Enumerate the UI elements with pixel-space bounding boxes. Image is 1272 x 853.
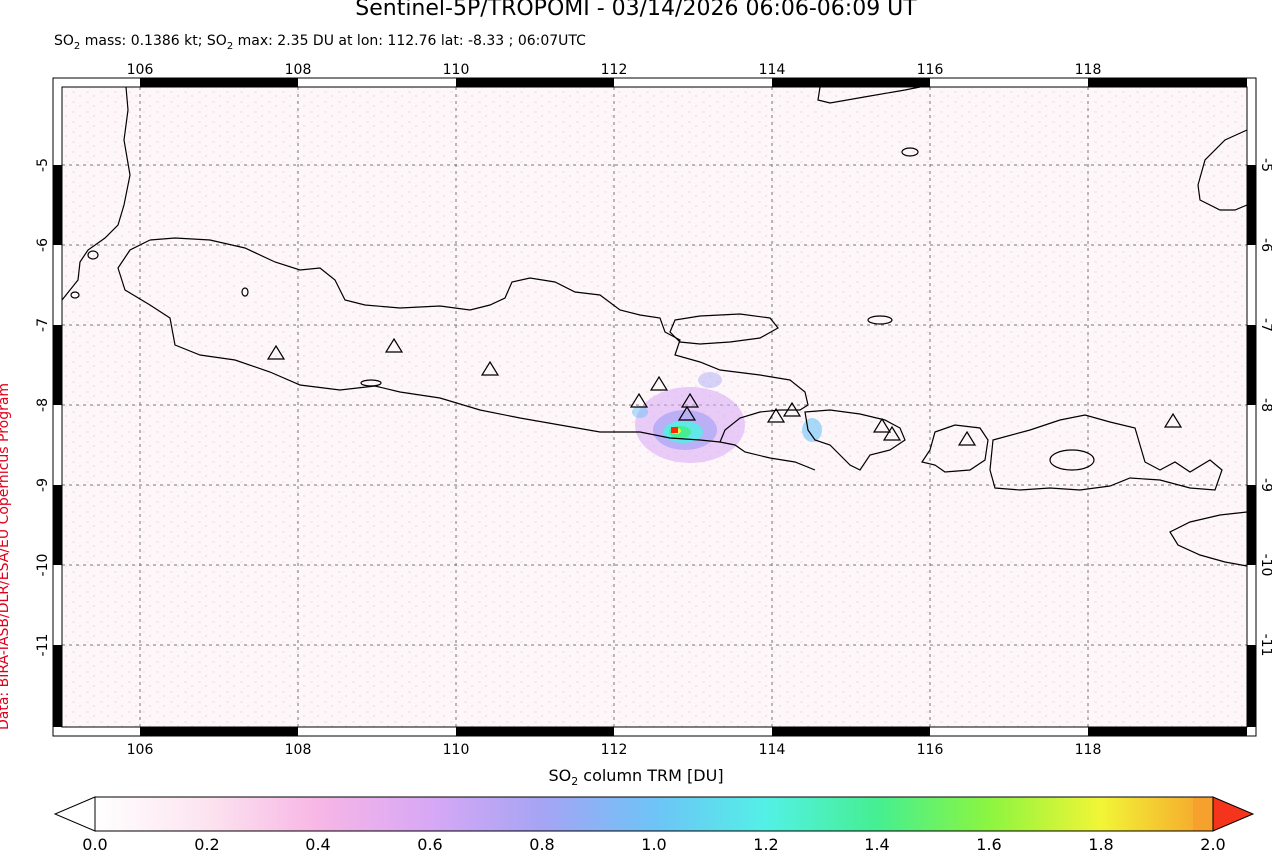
- frame-bars: [53, 78, 1256, 736]
- triangle-icon: [872, 417, 892, 433]
- lat-label-right: -7: [1258, 318, 1272, 332]
- lon-label-top: 110: [443, 62, 470, 78]
- subtitle-prefix: SO: [54, 33, 74, 49]
- subtitle-rest: max: 2.35 DU at lon: 112.76 lat: -8.33 ;…: [233, 33, 586, 49]
- map-frame: [61, 86, 1248, 728]
- lat-label-right: -8: [1258, 398, 1272, 412]
- triangle-icon: [629, 392, 649, 408]
- colorbar-tick: 0.8: [529, 835, 554, 853]
- lat-label-right: -11: [1258, 634, 1272, 657]
- subtitle-sub-1: 2: [73, 40, 81, 52]
- lat-label-left: -7: [35, 318, 51, 332]
- colorbar-tick: 1.6: [976, 835, 1001, 853]
- lon-label-bottom: 114: [759, 742, 786, 758]
- colorbar: [53, 796, 1255, 832]
- colorbar-tick: 1.0: [641, 835, 666, 853]
- colorbar-high-arrow: [1212, 796, 1255, 832]
- lat-label-left: -11: [35, 634, 51, 657]
- colorbar-low-arrow: [53, 796, 96, 832]
- lon-label-bottom: 118: [1075, 742, 1102, 758]
- lon-label-bottom: 116: [917, 742, 944, 758]
- lon-label-top: 112: [601, 62, 628, 78]
- triangle-icon: [882, 425, 902, 441]
- lat-label-right: -9: [1258, 478, 1272, 492]
- lon-label-top: 118: [1075, 62, 1102, 78]
- coastlines: [61, 86, 1248, 567]
- lat-label-left: -6: [35, 238, 51, 252]
- colorbar-label-sub: 2: [571, 775, 579, 789]
- triangle-icon: [957, 430, 977, 446]
- colorbar-label-prefix: SO: [548, 766, 572, 785]
- lat-label-left: -9: [35, 478, 51, 492]
- lat-label-right: -10: [1258, 554, 1272, 577]
- lon-label-top: 116: [917, 62, 944, 78]
- colorbar-tick: 0.0: [82, 835, 107, 853]
- map-subtitle: SO2 mass: 0.1386 kt; SO2 max: 2.35 DU at…: [54, 33, 586, 52]
- map-title: Sentinel-5P/TROPOMI - 03/14/2026 06:06-0…: [355, 0, 917, 21]
- triangle-icon: [782, 401, 802, 417]
- colorbar-tick: 2.0: [1200, 835, 1225, 853]
- triangle-icon: [266, 344, 286, 360]
- subtitle-mass: mass: 0.1386 kt; SO: [80, 33, 227, 49]
- lat-label-left: -5: [35, 158, 51, 172]
- triangle-icon: [677, 405, 697, 421]
- lat-label-right: -6: [1258, 238, 1272, 252]
- colorbar-tick: 0.4: [305, 835, 330, 853]
- lat-label-left: -8: [35, 398, 51, 412]
- triangle-icon: [680, 392, 700, 408]
- so2-plume: [632, 372, 822, 463]
- lon-label-bottom: 108: [285, 742, 312, 758]
- lon-label-bottom: 110: [443, 742, 470, 758]
- lon-label-top: 106: [127, 62, 154, 78]
- lat-label-left: -10: [35, 554, 51, 577]
- lon-label-top: 114: [759, 62, 786, 78]
- subtitle-sub-2: 2: [226, 40, 234, 52]
- triangle-icon: [384, 337, 404, 353]
- colorbar-tick: 1.2: [753, 835, 778, 853]
- volcano-markers: [266, 337, 1183, 446]
- colorbar-tick: 1.4: [864, 835, 889, 853]
- triangle-icon: [766, 407, 786, 423]
- colorbar-label: SO2 column TRM [DU]: [0, 766, 1272, 788]
- triangle-icon: [480, 360, 500, 376]
- lon-label-bottom: 106: [127, 742, 154, 758]
- so2-max-marker: [671, 427, 678, 433]
- lon-label-top: 108: [285, 62, 312, 78]
- triangle-icon: [1163, 412, 1183, 428]
- colorbar-label-suffix: column TRM [DU]: [578, 766, 724, 785]
- colorbar-tick: 0.6: [417, 835, 442, 853]
- graticule: [62, 87, 1247, 727]
- colorbar-tick: 0.2: [194, 835, 219, 853]
- colorbar-tick: 1.8: [1088, 835, 1113, 853]
- lon-label-bottom: 112: [601, 742, 628, 758]
- lat-label-right: -5: [1258, 158, 1272, 172]
- triangle-icon: [649, 375, 669, 391]
